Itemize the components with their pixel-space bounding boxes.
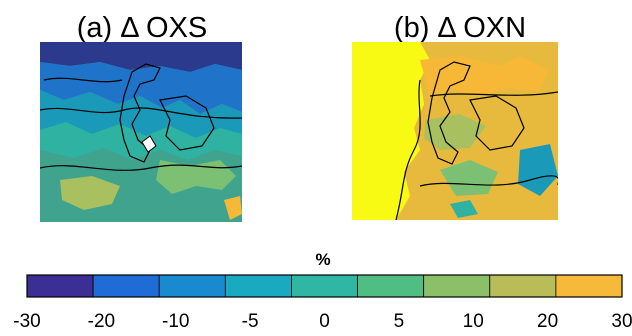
colorbar-tick-label: -10 bbox=[162, 311, 189, 332]
colorbar-label: % bbox=[315, 250, 330, 269]
colorbar-tick-label: 10 bbox=[463, 311, 484, 332]
panel-b-title: (b) Δ OXN bbox=[394, 12, 526, 44]
colorbar: % -30 -20 -10 -5 0 5 10 20 30 bbox=[13, 250, 632, 332]
panel-a-title: (a) Δ OXS bbox=[77, 12, 208, 44]
colorbar-ticks: -30 -20 -10 -5 0 5 10 20 30 bbox=[13, 311, 632, 332]
panel-b: (b) Δ OXN bbox=[352, 12, 559, 220]
colorbar-segment bbox=[358, 275, 424, 297]
colorbar-segments bbox=[27, 275, 622, 297]
colorbar-tick-label: -30 bbox=[13, 311, 40, 332]
colorbar-tick-label: 5 bbox=[394, 311, 405, 332]
colorbar-segment bbox=[159, 275, 225, 297]
colorbar-tick-label: 20 bbox=[537, 311, 558, 332]
colorbar-segment bbox=[490, 275, 556, 297]
colorbar-tick-label: 30 bbox=[611, 311, 632, 332]
panel-a: (a) Δ OXS bbox=[40, 12, 242, 222]
colorbar-tick-label: -20 bbox=[88, 311, 115, 332]
region-b-olive bbox=[420, 56, 548, 96]
colorbar-segment bbox=[225, 275, 291, 297]
colorbar-segment bbox=[556, 275, 622, 297]
colorbar-segment bbox=[27, 275, 93, 297]
colorbar-segment bbox=[424, 275, 490, 297]
colorbar-tick-label: -5 bbox=[242, 311, 259, 332]
colorbar-segment bbox=[291, 275, 357, 297]
colorbar-segment bbox=[93, 275, 159, 297]
colorbar-tick-label: 0 bbox=[319, 311, 330, 332]
